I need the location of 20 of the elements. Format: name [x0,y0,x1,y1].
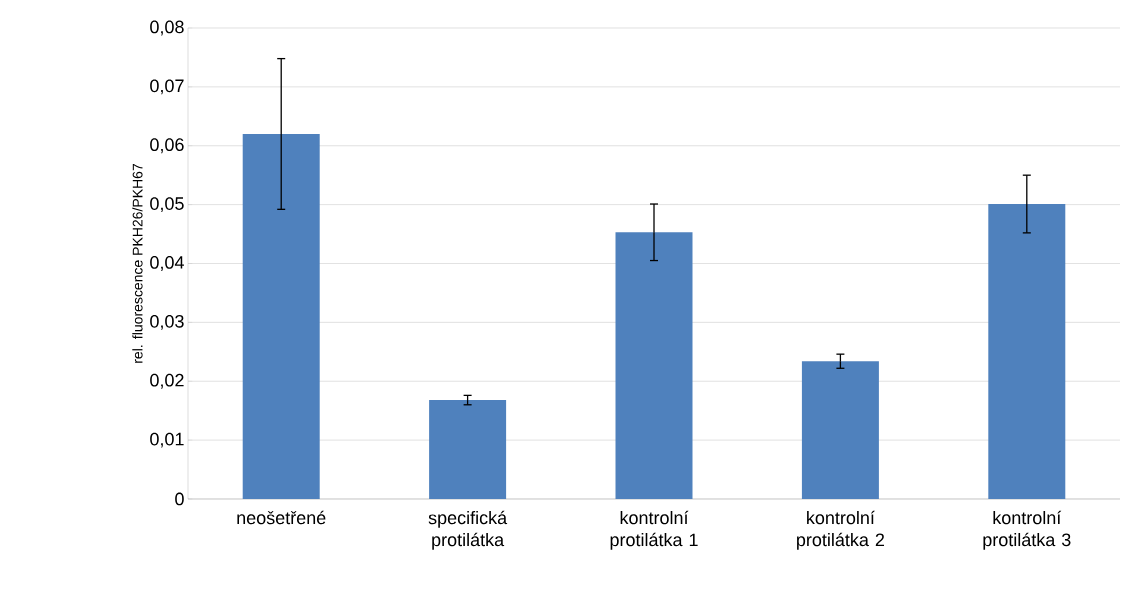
y-tick-label: 0,08 [150,20,184,36]
y-tick-label: 0,02 [150,373,184,389]
x-tick-label: kontrolní protilátka 2 [797,510,885,550]
x-tick-label: specifická protilátka [428,510,508,550]
y-tick-label: 0,06 [150,138,184,154]
y-tick-label: 0,03 [150,314,184,330]
y-tick-label: 0,01 [150,432,184,448]
bar [801,361,879,499]
y-tick-label: 0,07 [150,79,184,95]
x-tick-label: neošetřené [237,510,326,525]
y-tick-label: 0,05 [150,197,184,213]
y-axis-title: rel. fluorescence PKH26/PKH67 [132,163,143,363]
x-tick-label: kontrolní protilátka 3 [983,510,1071,550]
bar [615,232,693,499]
bar [242,133,320,499]
y-tick-label: 0 [175,492,184,506]
bar [988,204,1066,499]
x-tick-label: kontrolní protilátka 1 [610,510,698,550]
bar [429,400,507,499]
y-tick-label: 0,04 [150,256,184,271]
